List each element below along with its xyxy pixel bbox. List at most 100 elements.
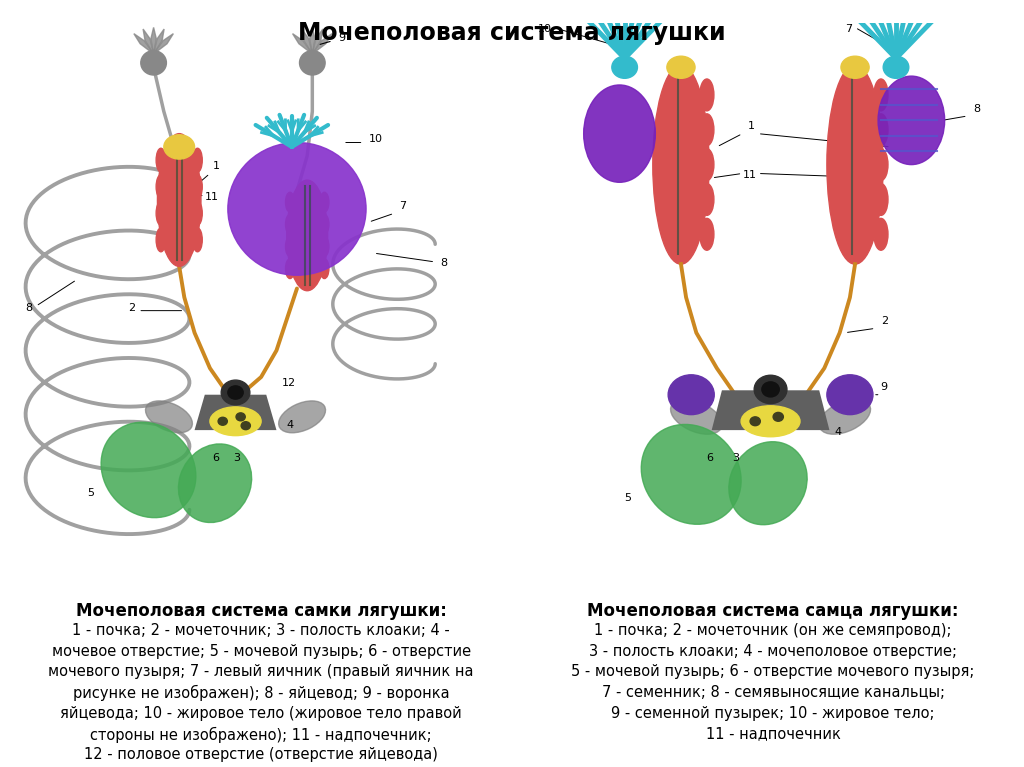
Polygon shape — [309, 28, 315, 54]
Ellipse shape — [178, 444, 252, 522]
Circle shape — [914, 0, 927, 5]
Ellipse shape — [156, 202, 166, 225]
Text: мочевое отверстие; 5 - мочевой пузырь; 6 - отверстие: мочевое отверстие; 5 - мочевой пузырь; 6… — [51, 644, 471, 659]
Text: 5: 5 — [87, 489, 94, 499]
Text: яйцевода; 10 - жировое тело (жировое тело правой: яйцевода; 10 - жировое тело (жировое тел… — [60, 706, 462, 721]
Text: Мочеполовая система самца лягушки:: Мочеполовая система самца лягушки: — [588, 602, 958, 620]
Text: 11: 11 — [742, 170, 757, 180]
Text: 1 - почка; 2 - мочеточник; 3 - полость клоаки; 4 -: 1 - почка; 2 - мочеточник; 3 - полость к… — [73, 623, 450, 638]
Ellipse shape — [286, 193, 295, 212]
Ellipse shape — [699, 114, 714, 146]
Text: 2: 2 — [881, 316, 888, 326]
Circle shape — [643, 0, 655, 5]
Ellipse shape — [286, 215, 295, 234]
Ellipse shape — [193, 228, 203, 252]
Ellipse shape — [141, 51, 167, 75]
Text: 9: 9 — [338, 33, 345, 43]
Circle shape — [750, 416, 761, 426]
Ellipse shape — [287, 180, 328, 291]
Text: 2: 2 — [128, 303, 135, 313]
Text: 3: 3 — [732, 453, 739, 463]
Ellipse shape — [319, 236, 329, 256]
Circle shape — [236, 413, 246, 421]
Ellipse shape — [158, 133, 201, 266]
Ellipse shape — [286, 258, 295, 278]
Text: 1: 1 — [213, 161, 219, 171]
Text: мочевого пузыря; 7 - левый яичник (правый яичник на: мочевого пузыря; 7 - левый яичник (правы… — [48, 664, 474, 680]
Ellipse shape — [699, 183, 714, 216]
Ellipse shape — [878, 76, 944, 165]
Circle shape — [227, 386, 244, 399]
Ellipse shape — [667, 56, 695, 78]
Ellipse shape — [193, 202, 203, 225]
Polygon shape — [293, 34, 312, 54]
Circle shape — [578, 11, 590, 21]
Polygon shape — [154, 34, 173, 54]
Ellipse shape — [156, 148, 166, 172]
Circle shape — [218, 417, 227, 425]
Circle shape — [925, 2, 937, 12]
Circle shape — [931, 11, 943, 21]
Polygon shape — [302, 29, 312, 54]
Text: 6: 6 — [213, 453, 219, 463]
Ellipse shape — [193, 148, 203, 172]
Polygon shape — [712, 390, 829, 430]
Ellipse shape — [156, 175, 166, 199]
Text: 12 - половое отверстие (отверстие яйцевода): 12 - половое отверстие (отверстие яйцево… — [84, 747, 438, 762]
Text: 10: 10 — [538, 24, 552, 34]
Ellipse shape — [653, 65, 709, 264]
Circle shape — [653, 2, 666, 12]
Ellipse shape — [741, 406, 800, 436]
Ellipse shape — [873, 149, 888, 180]
Ellipse shape — [883, 56, 909, 78]
Ellipse shape — [286, 236, 295, 256]
Ellipse shape — [299, 51, 326, 75]
Circle shape — [221, 380, 250, 405]
Circle shape — [849, 11, 861, 21]
Circle shape — [659, 11, 672, 21]
Circle shape — [827, 375, 872, 415]
Text: 8: 8 — [440, 258, 447, 268]
Ellipse shape — [319, 193, 329, 212]
Ellipse shape — [612, 56, 637, 78]
Text: рисунке не изображен); 8 - яйцевод; 9 - воронка: рисунке не изображен); 8 - яйцевод; 9 - … — [73, 685, 450, 701]
Text: 10: 10 — [369, 134, 383, 144]
Ellipse shape — [699, 219, 714, 250]
Text: 1 - почка; 2 - мочеточник (он же семяпровод);: 1 - почка; 2 - мочеточник (он же семяпро… — [594, 623, 952, 638]
Ellipse shape — [193, 175, 203, 199]
Text: 12: 12 — [282, 378, 296, 388]
Ellipse shape — [671, 400, 722, 434]
Ellipse shape — [101, 422, 196, 518]
Polygon shape — [151, 28, 157, 54]
Ellipse shape — [827, 65, 883, 264]
Ellipse shape — [819, 400, 870, 434]
Circle shape — [762, 382, 779, 397]
Text: 4: 4 — [287, 420, 294, 430]
Circle shape — [584, 2, 596, 12]
Text: Мочеполовая система самки лягушки:: Мочеполовая система самки лягушки: — [76, 602, 446, 620]
Text: 11: 11 — [205, 192, 219, 202]
Text: Мочеполовая система лягушки: Мочеполовая система лягушки — [298, 21, 726, 45]
Ellipse shape — [699, 149, 714, 180]
Text: 3: 3 — [233, 453, 240, 463]
Text: 1: 1 — [748, 121, 755, 131]
Ellipse shape — [584, 85, 655, 183]
Ellipse shape — [873, 183, 888, 216]
Ellipse shape — [319, 258, 329, 278]
Text: стороны не изображено); 11 - надпочечник;: стороны не изображено); 11 - надпочечник… — [90, 726, 432, 742]
Circle shape — [594, 0, 606, 5]
Text: 7: 7 — [399, 201, 407, 211]
Text: 7: 7 — [845, 24, 852, 34]
Circle shape — [855, 2, 867, 12]
Ellipse shape — [873, 114, 888, 146]
Text: 4: 4 — [835, 426, 842, 436]
Polygon shape — [195, 395, 276, 430]
Text: 9: 9 — [881, 382, 888, 392]
Ellipse shape — [319, 215, 329, 234]
Text: 7 - семенник; 8 - семявыносящие канальцы;: 7 - семенник; 8 - семявыносящие канальцы… — [602, 685, 944, 700]
Ellipse shape — [699, 79, 714, 111]
Ellipse shape — [873, 219, 888, 250]
Ellipse shape — [145, 401, 193, 433]
Ellipse shape — [841, 56, 869, 78]
Circle shape — [865, 0, 878, 5]
